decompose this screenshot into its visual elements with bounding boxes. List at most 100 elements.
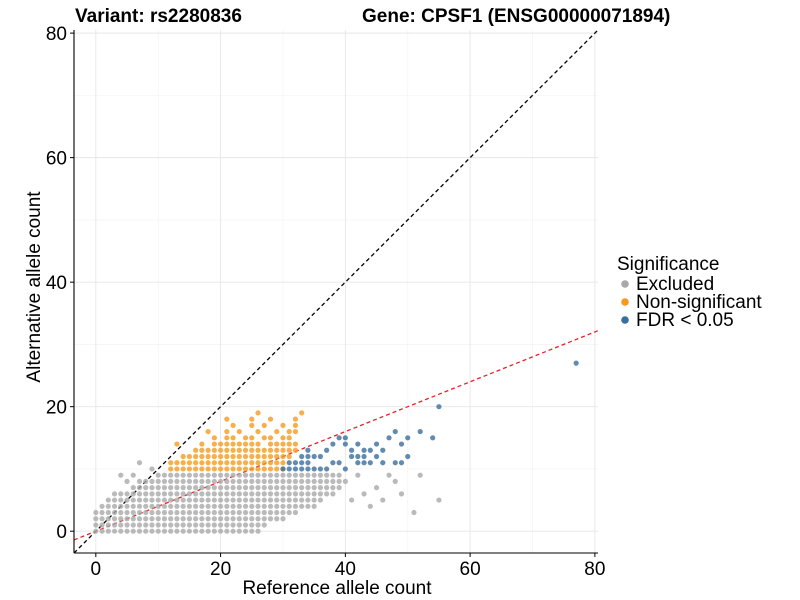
data-point	[217, 460, 224, 466]
data-point	[143, 497, 149, 503]
data-point	[205, 528, 211, 534]
x-axis-title: Reference allele count	[242, 578, 432, 599]
data-point	[392, 478, 398, 484]
data-point	[274, 453, 280, 460]
reference-line-fit	[74, 330, 598, 541]
data-point	[130, 509, 136, 516]
data-point	[261, 497, 267, 503]
data-point	[168, 472, 174, 478]
data-point	[130, 491, 136, 497]
data-point	[330, 460, 336, 466]
data-point	[199, 528, 205, 534]
data-point	[224, 441, 230, 447]
data-point	[174, 441, 180, 447]
data-point	[118, 516, 124, 522]
data-point	[186, 516, 193, 522]
data-point	[224, 453, 230, 460]
data-point	[136, 485, 143, 491]
data-point	[236, 485, 242, 491]
data-point	[217, 478, 224, 484]
data-point	[249, 460, 255, 466]
data-point	[261, 453, 267, 460]
data-point	[249, 447, 255, 453]
data-point	[111, 503, 118, 509]
data-point	[317, 485, 324, 491]
data-point	[361, 453, 367, 460]
data-point	[193, 460, 199, 466]
data-point	[224, 491, 230, 497]
data-point	[205, 472, 211, 478]
data-point	[130, 528, 136, 534]
data-point	[193, 485, 199, 491]
data-point	[99, 522, 105, 528]
data-point	[186, 491, 193, 497]
data-point	[573, 360, 579, 366]
data-point	[436, 404, 442, 410]
data-point	[249, 509, 255, 516]
data-point	[224, 516, 230, 522]
chart-title-variant: Variant: rs2280836	[75, 6, 242, 27]
data-point	[286, 497, 292, 503]
data-point	[330, 485, 336, 491]
data-point	[205, 522, 211, 528]
data-point	[136, 478, 143, 484]
data-point	[111, 509, 118, 516]
data-point	[317, 497, 324, 503]
data-point	[299, 478, 305, 484]
data-point	[330, 441, 336, 447]
data-point	[211, 472, 217, 478]
data-point	[161, 472, 168, 478]
data-point	[261, 491, 267, 497]
data-point	[130, 516, 136, 522]
data-point	[317, 453, 324, 460]
data-point	[230, 453, 236, 460]
data-point	[274, 516, 280, 522]
data-point	[211, 528, 217, 534]
data-point	[193, 522, 199, 528]
data-point	[168, 478, 174, 484]
data-point	[311, 453, 317, 460]
data-point	[361, 460, 367, 466]
data-point	[292, 460, 299, 466]
data-point	[305, 485, 311, 491]
data-point	[130, 497, 136, 503]
data-point	[230, 441, 236, 447]
data-point	[324, 485, 330, 491]
data-point	[149, 478, 155, 484]
data-point	[149, 516, 155, 522]
data-point	[386, 472, 392, 478]
data-point	[205, 478, 211, 484]
data-point	[199, 509, 205, 516]
legend-entry: FDR < 0.05	[621, 310, 734, 331]
data-point	[274, 460, 280, 466]
data-point	[355, 472, 361, 478]
data-point	[224, 435, 230, 441]
data-point	[149, 522, 155, 528]
data-point	[311, 466, 317, 472]
data-point	[380, 497, 386, 503]
data-point	[205, 497, 211, 503]
data-point	[136, 497, 143, 503]
data-point	[242, 478, 249, 484]
legend-marker	[621, 316, 629, 324]
data-point	[249, 516, 255, 522]
data-point	[211, 478, 217, 484]
data-point	[186, 503, 193, 509]
y-tick-label: 20	[46, 398, 67, 419]
data-point	[348, 453, 355, 460]
data-point	[199, 491, 205, 497]
data-point	[255, 497, 261, 503]
data-point	[242, 485, 249, 491]
data-point	[280, 447, 286, 453]
y-tick-label: 80	[46, 24, 67, 45]
data-point	[267, 516, 274, 522]
data-point	[168, 522, 174, 528]
data-point	[299, 485, 305, 491]
data-point	[255, 447, 261, 453]
data-point	[261, 472, 267, 478]
data-point	[193, 497, 199, 503]
data-point	[255, 503, 261, 509]
data-point	[317, 472, 324, 478]
data-point	[261, 447, 267, 453]
data-point	[405, 435, 411, 441]
